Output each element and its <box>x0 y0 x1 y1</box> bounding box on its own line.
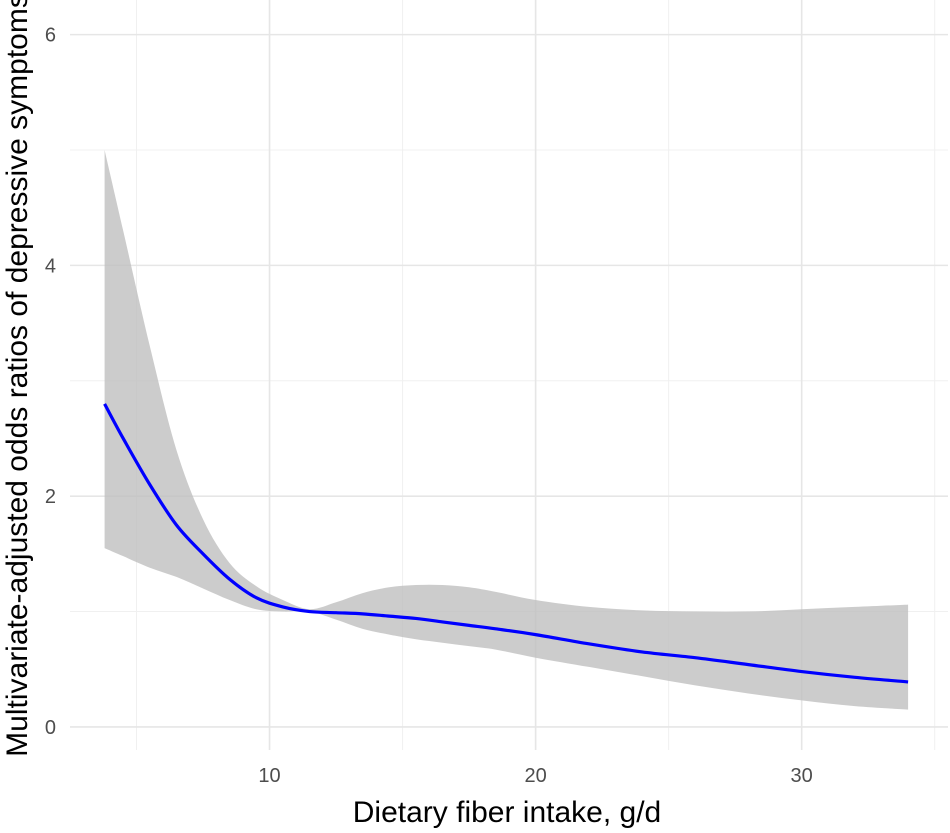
x-tick-label: 20 <box>524 765 546 787</box>
y-tick-label: 6 <box>45 25 56 47</box>
y-tick-label: 2 <box>45 486 56 508</box>
x-tick-label: 10 <box>258 765 280 787</box>
odds-ratio-line <box>103 403 909 684</box>
x-tick-label: 30 <box>791 765 813 787</box>
y-tick-label: 0 <box>45 717 56 739</box>
y-axis-title: Multivariate-adjusted odds ratios of dep… <box>1 0 34 757</box>
y-tick-label: 4 <box>45 255 56 277</box>
confidence-band <box>104 150 909 710</box>
tick-labels: 10 20 30 0 2 4 6 <box>45 25 813 787</box>
x-axis-title: Dietary fiber intake, g/d <box>353 796 661 829</box>
